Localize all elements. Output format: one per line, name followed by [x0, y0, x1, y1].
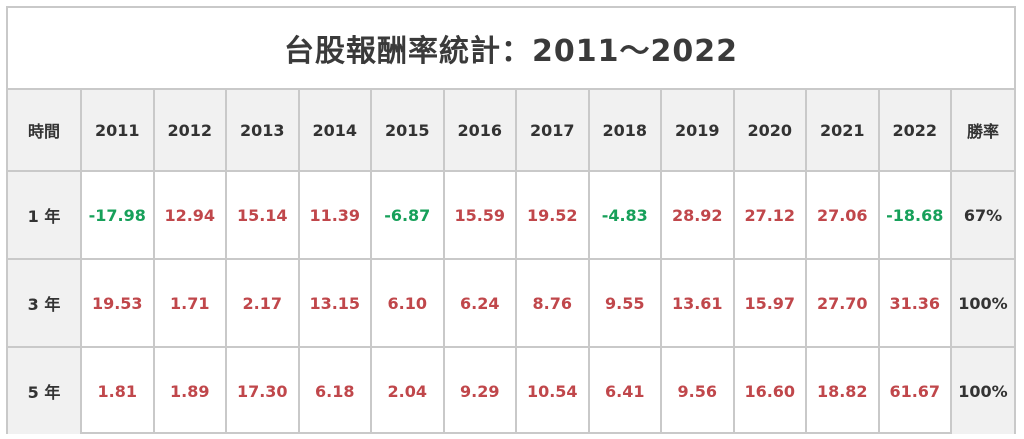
header-year: 2017 [515, 90, 590, 172]
return-cell: 17.30 [225, 346, 300, 434]
return-cell: 6.10 [370, 258, 445, 348]
return-cell: 1.81 [80, 346, 155, 434]
return-cell: 28.92 [660, 170, 735, 260]
winrate-cell: 67% [950, 170, 1014, 260]
return-cell: 8.76 [515, 258, 590, 348]
return-cell: 6.18 [297, 346, 372, 434]
header-year: 2019 [660, 90, 735, 172]
return-cell: 13.61 [660, 258, 735, 348]
header-year: 2013 [225, 90, 300, 172]
table-row: 5 年 1.81 1.89 17.30 6.18 2.04 9.29 10.54… [8, 346, 1014, 434]
winrate-cell: 100% [950, 258, 1014, 348]
return-cell: 31.36 [877, 258, 952, 348]
header-year: 2018 [587, 90, 662, 172]
return-cell: 18.82 [805, 346, 880, 434]
return-cell: 9.56 [660, 346, 735, 434]
return-cell: -4.83 [587, 170, 662, 260]
header-year: 2014 [297, 90, 372, 172]
return-cell: 27.06 [805, 170, 880, 260]
return-cell: 12.94 [152, 170, 227, 260]
return-cell: -6.87 [370, 170, 445, 260]
header-year: 2021 [805, 90, 880, 172]
table-row: 1 年 -17.98 12.94 15.14 11.39 -6.87 15.59… [8, 170, 1014, 260]
return-cell: 13.15 [297, 258, 372, 348]
return-cell: 27.70 [805, 258, 880, 348]
return-cell: -18.68 [877, 170, 952, 260]
return-cell: 2.04 [370, 346, 445, 434]
return-cell: 61.67 [877, 346, 952, 434]
row-label: 5 年 [8, 346, 82, 434]
row-label: 1 年 [8, 170, 82, 260]
header-year: 2020 [732, 90, 807, 172]
return-cell: 15.14 [225, 170, 300, 260]
return-cell: 1.89 [152, 346, 227, 434]
header-year: 2022 [877, 90, 952, 172]
header-row: 時間 2011 2012 2013 2014 2015 2016 2017 20… [8, 90, 1014, 172]
table-title: 台股報酬率統計：2011～2022 [8, 8, 1014, 90]
return-cell: 6.24 [442, 258, 517, 348]
return-cell: 1.71 [152, 258, 227, 348]
winrate-cell: 100% [950, 346, 1014, 434]
row-label: 3 年 [8, 258, 82, 348]
table-frame: 台股報酬率統計：2011～2022 時間 2011 2012 2013 2014… [6, 6, 1016, 434]
return-cell: -17.98 [80, 170, 155, 260]
header-year: 2016 [442, 90, 517, 172]
return-cell: 16.60 [732, 346, 807, 434]
return-cell: 19.52 [515, 170, 590, 260]
return-cell: 9.55 [587, 258, 662, 348]
returns-table: 時間 2011 2012 2013 2014 2015 2016 2017 20… [8, 90, 1014, 434]
header-year: 2012 [152, 90, 227, 172]
return-cell: 9.29 [442, 346, 517, 434]
table-row: 3 年 19.53 1.71 2.17 13.15 6.10 6.24 8.76… [8, 258, 1014, 348]
return-cell: 11.39 [297, 170, 372, 260]
header-year: 2015 [370, 90, 445, 172]
header-year: 2011 [80, 90, 155, 172]
header-period-label: 時間 [8, 90, 82, 172]
return-cell: 10.54 [515, 346, 590, 434]
return-cell: 15.59 [442, 170, 517, 260]
return-cell: 15.97 [732, 258, 807, 348]
header-winrate-label: 勝率 [950, 90, 1014, 172]
return-cell: 6.41 [587, 346, 662, 434]
return-cell: 27.12 [732, 170, 807, 260]
return-cell: 2.17 [225, 258, 300, 348]
return-cell: 19.53 [80, 258, 155, 348]
